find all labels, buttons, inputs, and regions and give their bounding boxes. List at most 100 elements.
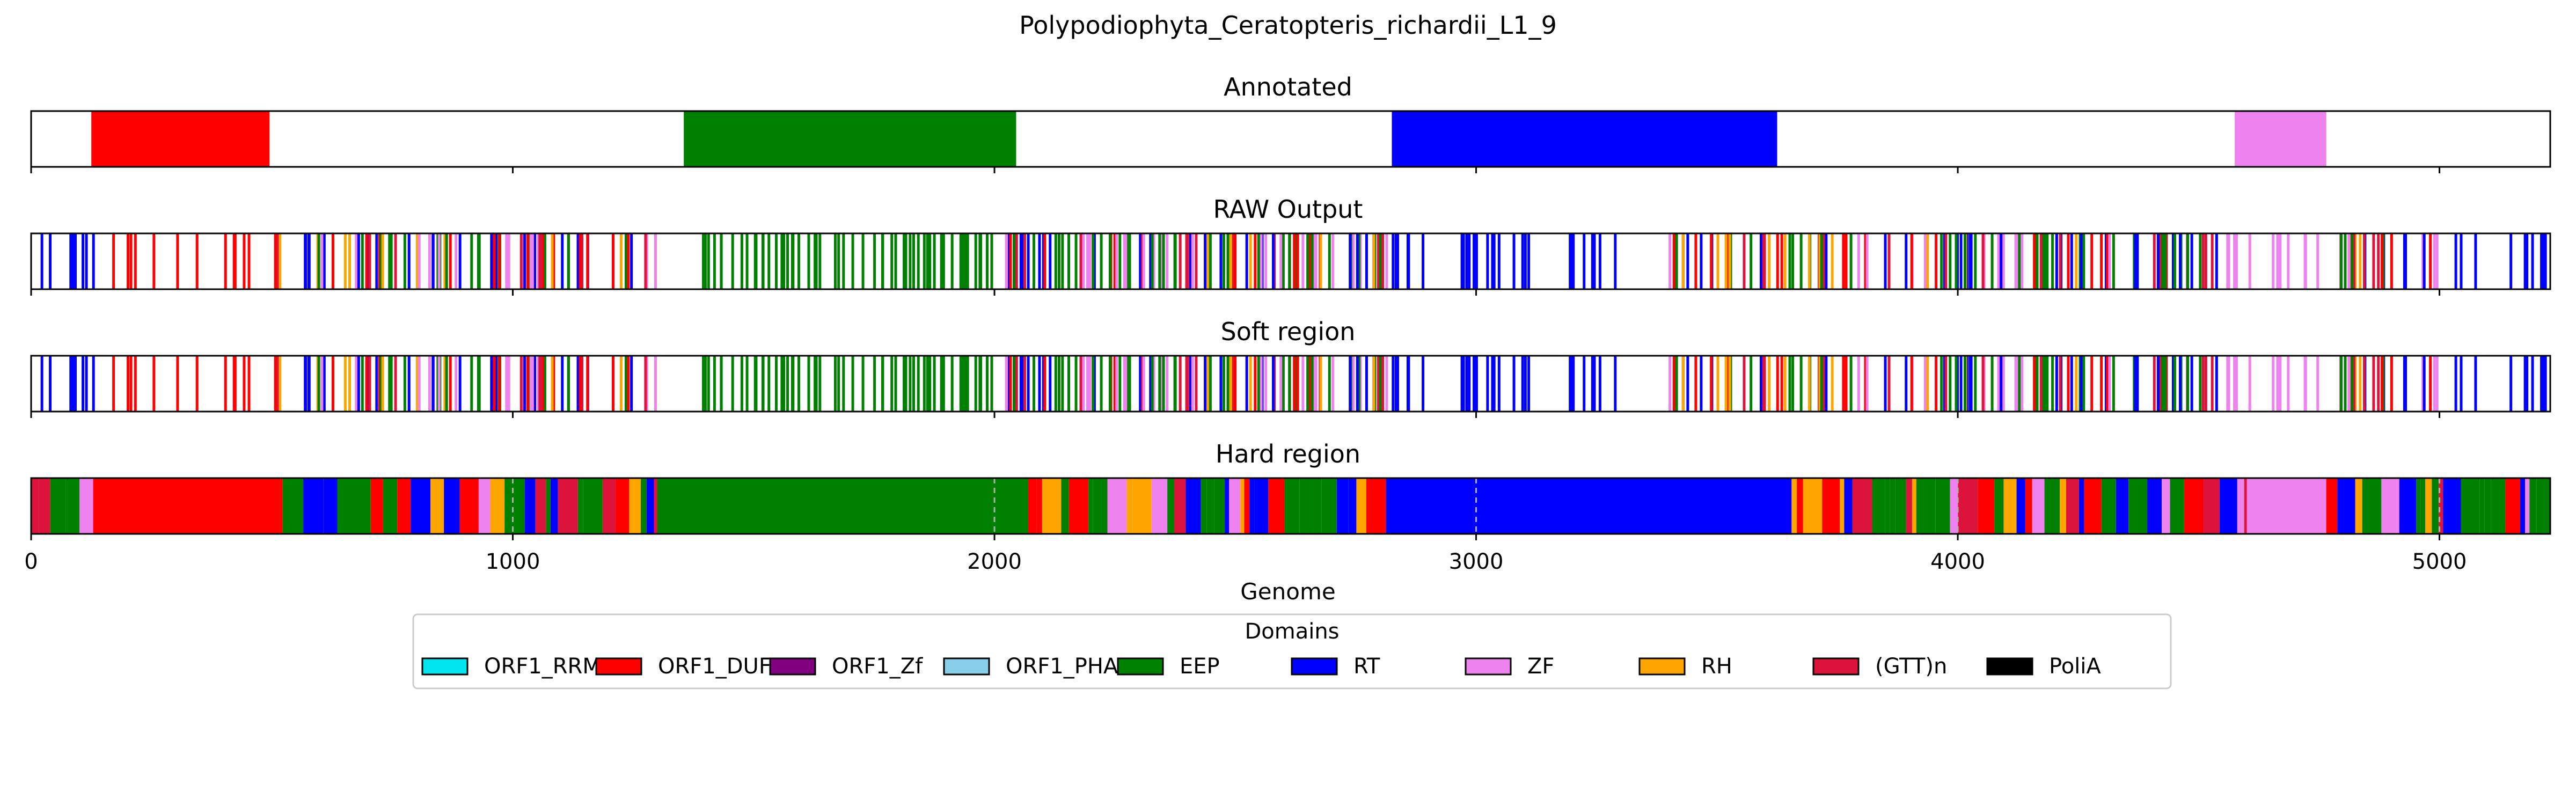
hard-block xyxy=(2162,478,2170,534)
hard-block xyxy=(2425,478,2432,534)
hard-segment-orf1-duf xyxy=(103,478,272,534)
hard-block xyxy=(2170,478,2184,534)
hard-block xyxy=(2355,478,2362,534)
hard-block xyxy=(282,478,304,534)
hard-block xyxy=(383,478,398,534)
x-tick-label: 3000 xyxy=(1449,549,1504,574)
hard-block xyxy=(370,478,383,534)
panel-soft-region: Soft region xyxy=(30,317,2551,418)
hard-block xyxy=(1229,478,1241,534)
hard-block xyxy=(1348,478,1357,534)
hard-block xyxy=(1254,478,1269,534)
hard-block xyxy=(490,478,505,534)
hard-block xyxy=(1890,478,1896,534)
hard-block xyxy=(2443,478,2461,534)
legend-entry-rh: RH xyxy=(1638,654,1732,679)
panel-title: Hard region xyxy=(1216,439,1360,468)
hard-block xyxy=(1069,478,1089,534)
legend-entry--gtt-n: (GTT)n xyxy=(1812,654,1947,679)
panel-annotated: Annotated xyxy=(30,72,2551,173)
legend-label: ORF1_RRM xyxy=(484,654,601,679)
hard-block xyxy=(2219,478,2237,534)
x-tick-label: 1000 xyxy=(486,549,540,574)
hard-block xyxy=(2184,478,2204,534)
hard-block xyxy=(602,478,616,534)
hard-block xyxy=(50,478,66,534)
hard-block xyxy=(2128,478,2148,534)
hard-block xyxy=(1313,478,1322,534)
legend-label: EEP xyxy=(1180,654,1220,679)
hard-block xyxy=(1088,478,1093,534)
legend-entry-polia: PoliA xyxy=(1986,654,2101,679)
hard-block xyxy=(1201,478,1207,534)
hard-block xyxy=(2116,478,2129,534)
hard-block xyxy=(411,478,431,534)
hard-segment-zf xyxy=(2246,478,2326,534)
legend-swatch xyxy=(595,657,642,676)
hard-block xyxy=(1844,478,1853,534)
hard-block xyxy=(2337,478,2355,534)
panel-frame xyxy=(30,110,2551,168)
x-tick-label: 0 xyxy=(24,549,38,574)
legend-label: ZF xyxy=(1527,654,1554,679)
legend-swatch xyxy=(1117,657,1164,676)
hard-block xyxy=(1151,478,1168,534)
legend-entry-orf1-zf: ORF1_Zf xyxy=(769,654,923,679)
panel-frame xyxy=(30,477,2551,535)
hard-block xyxy=(430,478,444,534)
hard-block xyxy=(1167,478,1174,534)
hard-block xyxy=(629,478,641,534)
legend-swatch xyxy=(1291,657,1338,676)
hard-block xyxy=(2461,478,2480,534)
hard-block xyxy=(1174,478,1186,534)
legend-label: PoliA xyxy=(2049,654,2101,679)
hard-block xyxy=(478,478,491,534)
hard-block xyxy=(79,478,93,534)
hard-block xyxy=(2204,478,2220,534)
hard-block xyxy=(459,478,479,534)
hard-block xyxy=(1240,478,1245,534)
hard-block xyxy=(1132,478,1152,534)
hard-block xyxy=(2147,478,2162,534)
hard-block xyxy=(2479,478,2485,534)
hard-block xyxy=(1299,478,1313,534)
panel-title: RAW Output xyxy=(1213,195,1363,224)
hard-block xyxy=(1994,478,2004,534)
hard-block xyxy=(1268,478,1285,534)
hard-block xyxy=(1214,478,1225,534)
hard-block xyxy=(524,478,536,534)
hard-block xyxy=(1093,478,1108,534)
legend: Domains ORF1_RRM ORF1_DUF ORF1_Zf ORF1_PHA EE… xyxy=(412,613,2172,689)
legend-entry-orf1-pha: ORF1_PHA xyxy=(943,654,1118,679)
hard-block xyxy=(2066,478,2079,534)
hard-block xyxy=(504,478,525,534)
hard-block xyxy=(1321,478,1337,534)
hard-block xyxy=(2060,478,2066,534)
panel-hard-region: Hard region xyxy=(30,439,2551,540)
hard-block xyxy=(583,478,603,534)
hard-block xyxy=(303,478,324,534)
hard-block xyxy=(2079,478,2084,534)
x-tick-label: 4000 xyxy=(1930,549,1985,574)
hard-block xyxy=(1036,478,1042,534)
legend-label: (GTT)n xyxy=(1875,654,1947,679)
hard-block xyxy=(2416,478,2421,534)
hard-block xyxy=(444,478,460,534)
hard-block xyxy=(1958,478,1978,534)
chart-title: Polypodiophyta_Ceratopteris_richardii_L1… xyxy=(1019,11,1557,40)
hard-block xyxy=(1978,478,1995,534)
hard-block xyxy=(2438,478,2443,534)
hard-block xyxy=(353,478,371,534)
hard-block xyxy=(1840,478,1845,534)
hard-block xyxy=(1935,478,1950,534)
legend-entry-eep: EEP xyxy=(1117,654,1220,679)
legend-label: ORF1_DUF xyxy=(658,654,771,679)
hard-block xyxy=(65,478,80,534)
hard-block xyxy=(397,478,411,534)
hard-block xyxy=(1950,478,1958,534)
hard-block xyxy=(577,478,583,534)
hard-block xyxy=(2084,478,2102,534)
hard-block xyxy=(615,478,630,534)
hard-block xyxy=(1107,478,1127,534)
hard-block xyxy=(2032,478,2045,534)
